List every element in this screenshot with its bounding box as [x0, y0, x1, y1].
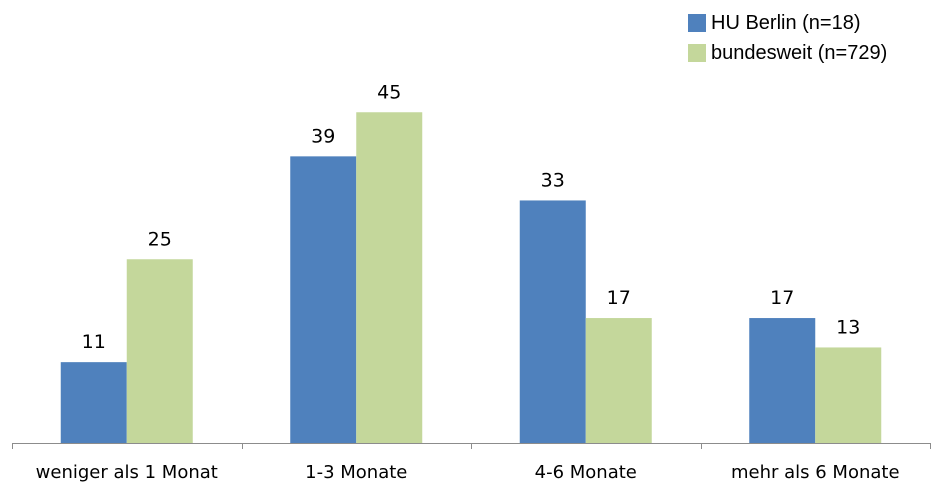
data-label: 17 [607, 287, 631, 309]
data-label: 45 [377, 81, 401, 103]
data-label: 39 [311, 125, 335, 147]
category-label: 4-6 Monate [535, 462, 637, 483]
category-label: mehr als 6 Monate [731, 462, 900, 483]
legend-swatch-bundesweit [688, 44, 706, 62]
bar-hu-berlin [519, 200, 586, 443]
bar-bundesweit [815, 347, 882, 443]
data-label: 25 [148, 228, 172, 250]
category-label: weniger als 1 Monat [36, 462, 218, 483]
legend-label-hu-berlin: HU Berlin (n=18) [711, 11, 861, 34]
bar-hu-berlin [290, 156, 357, 443]
bar-hu-berlin [749, 318, 816, 443]
legend-label-bundesweit: bundesweit (n=729) [711, 41, 888, 64]
bar-hu-berlin [60, 362, 127, 443]
category-label: 1-3 Monate [305, 462, 407, 483]
bar-bundesweit [356, 112, 423, 443]
value-labels-group: 11 25 39 45 33 17 17 13 [82, 81, 861, 353]
legend-swatch-hu-berlin [688, 14, 706, 32]
legend-item-bundesweit: bundesweit (n=729) [688, 38, 887, 68]
category-labels-group: weniger als 1 Monat 1-3 Monate 4-6 Monate m… [36, 462, 900, 483]
legend-item-hu-berlin: HU Berlin (n=18) [688, 8, 887, 38]
data-label: 11 [82, 331, 106, 353]
bar-bundesweit [585, 318, 652, 443]
data-label: 13 [836, 316, 860, 338]
bars-group [60, 112, 882, 443]
data-label: 17 [770, 287, 794, 309]
bar-bundesweit [126, 259, 193, 443]
data-label: 33 [541, 169, 565, 191]
legend: HU Berlin (n=18) bundesweit (n=729) [688, 8, 887, 68]
x-axis-ticks [12, 443, 931, 449]
